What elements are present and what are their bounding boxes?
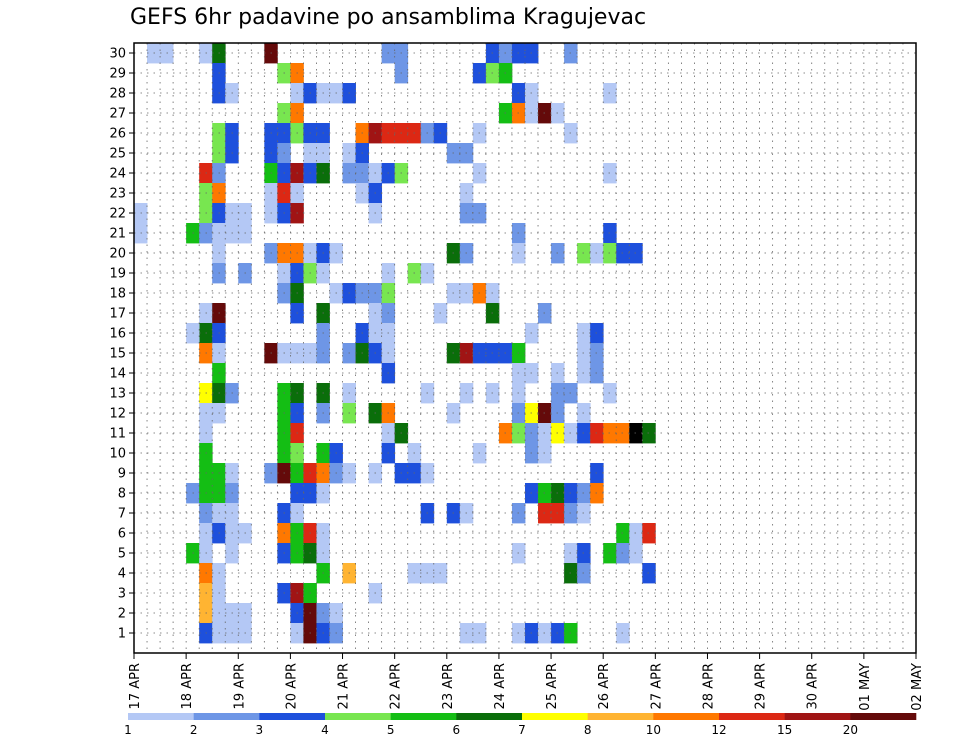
y-tick-label: 11 (109, 427, 126, 442)
y-tick-label: 25 (109, 147, 126, 162)
x-tick-label: 19 APR (232, 663, 247, 709)
y-tick-label: 16 (109, 327, 126, 342)
colorbar-label: 10 (646, 723, 661, 737)
colorbar-label: 3 (256, 723, 264, 737)
colorbar-label: 2 (190, 723, 198, 737)
y-tick-label: 4 (118, 567, 126, 582)
y-tick-label: 23 (109, 187, 126, 202)
x-tick-label: 24 APR (493, 663, 508, 709)
y-tick-label: 6 (118, 527, 126, 542)
x-tick-label: 30 APR (806, 663, 821, 709)
colorbar-legend: 1 2 3 4 5 6 7 8 10 12 15 20 (124, 713, 917, 737)
y-tick-label: 1 (118, 627, 126, 642)
heatmap-cell (642, 423, 656, 444)
x-tick-label: 21 APR (337, 663, 352, 709)
y-tick-label: 21 (109, 227, 126, 242)
colorbar-swatch (719, 713, 785, 720)
y-tick-label: 5 (118, 547, 126, 562)
y-axis-ticks: 1234567891011121314151617181920212223242… (109, 47, 134, 642)
gridlines (134, 43, 916, 653)
colorbar-label: 1 (124, 723, 132, 737)
y-tick-label: 29 (109, 67, 126, 82)
colorbar-label: 12 (711, 723, 726, 737)
colorbar-swatch (193, 713, 260, 720)
colorbar-label: 6 (453, 723, 461, 737)
x-tick-label: 20 APR (284, 663, 299, 709)
y-tick-label: 7 (118, 507, 126, 522)
x-tick-label: 26 APR (597, 663, 612, 709)
colorbar-swatch (784, 713, 851, 720)
colorbar-swatch (259, 713, 326, 720)
colorbar-label: 20 (843, 723, 858, 737)
colorbar-label: 15 (777, 723, 792, 737)
y-tick-label: 3 (118, 587, 126, 602)
colorbar-swatch (128, 713, 194, 720)
y-tick-label: 13 (109, 387, 126, 402)
heatmap-cell (642, 523, 656, 544)
x-tick-label: 28 APR (701, 663, 716, 709)
y-tick-label: 12 (109, 407, 126, 422)
x-tick-label: 18 APR (180, 663, 195, 709)
y-tick-label: 2 (118, 607, 126, 622)
x-tick-label: 01 MAY (858, 663, 873, 711)
plot-frame (133, 42, 917, 654)
y-tick-label: 14 (109, 367, 126, 382)
colorbar-label: 5 (387, 723, 395, 737)
y-tick-label: 15 (109, 347, 126, 362)
heatmap-cell (642, 563, 656, 584)
y-tick-label: 19 (109, 267, 126, 282)
x-tick-label: 02 MAY (910, 663, 925, 711)
x-tick-label: 22 APR (389, 663, 404, 709)
x-tick-label: 17 APR (128, 663, 143, 709)
y-tick-label: 10 (109, 447, 126, 462)
y-tick-label: 30 (109, 47, 126, 62)
colorbar-swatch (325, 713, 391, 720)
colorbar-swatch (390, 713, 457, 720)
x-tick-label: 23 APR (441, 663, 456, 709)
x-tick-label: 29 APR (754, 663, 769, 709)
x-axis-ticks: 17 APR 18 APR 19 APR 20 APR 21 APR 22 APR 23 A… (128, 653, 925, 711)
colorbar-label: 4 (321, 723, 329, 737)
y-tick-label: 18 (109, 287, 126, 302)
chart-title: GEFS 6hr padavine po ansamblima Kragujev… (130, 5, 646, 30)
colorbar-swatch (850, 713, 917, 720)
y-tick-label: 8 (118, 487, 126, 502)
colorbar-swatch (587, 713, 654, 720)
y-tick-label: 20 (109, 247, 126, 262)
y-tick-label: 17 (109, 307, 126, 322)
colorbar-swatch (522, 713, 588, 720)
colorbar-label: 7 (518, 723, 526, 737)
y-tick-label: 22 (109, 207, 126, 222)
colorbar-swatch (653, 713, 720, 720)
colorbar-label: 8 (584, 723, 592, 737)
y-tick-label: 9 (118, 467, 126, 482)
x-tick-label: 25 APR (545, 663, 560, 709)
y-tick-label: 24 (109, 167, 126, 182)
colorbar-swatch (456, 713, 523, 720)
y-tick-label: 28 (109, 87, 126, 102)
x-tick-label: 27 APR (649, 663, 664, 709)
y-tick-label: 27 (109, 107, 126, 122)
y-tick-label: 26 (109, 127, 126, 142)
